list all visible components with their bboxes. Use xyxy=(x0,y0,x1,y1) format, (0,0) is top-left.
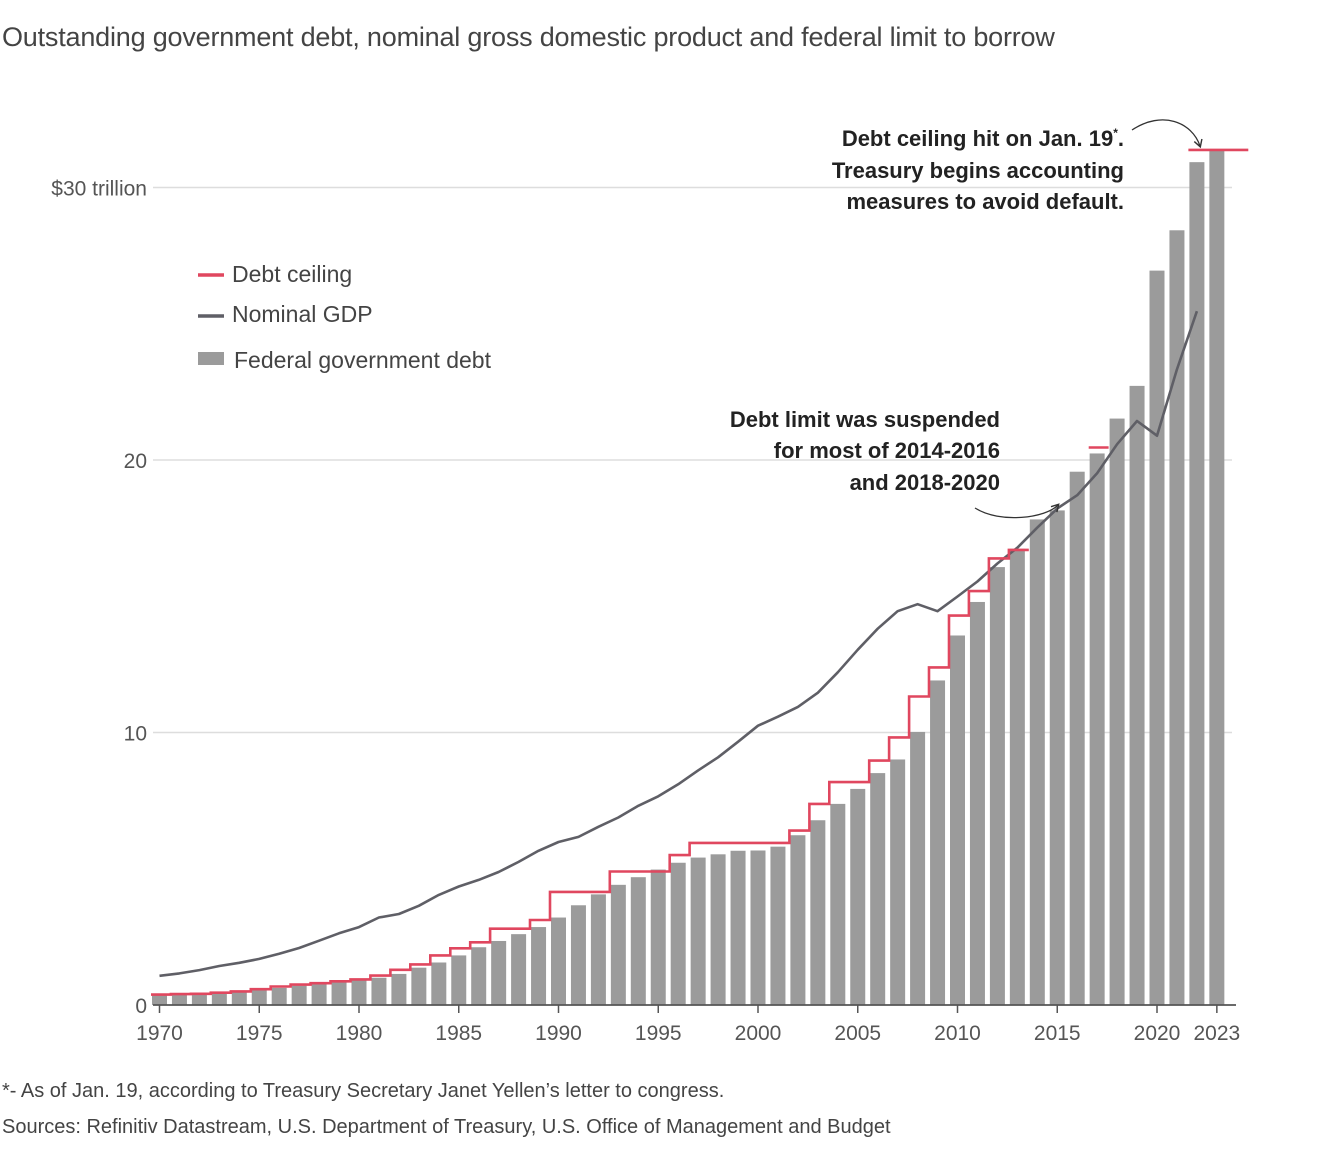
annotation-ceiling-line-1: Debt ceiling hit on Jan. 19*. xyxy=(842,126,1124,151)
debt-bar-1984 xyxy=(431,962,447,1005)
debt-ceiling-line-0 xyxy=(151,548,1029,996)
debt-bar-1985 xyxy=(451,955,467,1005)
x-tick-label-1975: 1975 xyxy=(236,1022,283,1045)
debt-bar-1996 xyxy=(670,862,686,1005)
debt-bar-2005 xyxy=(850,788,866,1005)
debt-bar-1972 xyxy=(191,993,207,1005)
debt-bar-1993 xyxy=(610,884,626,1005)
x-tick-label-1995: 1995 xyxy=(635,1022,682,1045)
x-tick-label-2005: 2005 xyxy=(834,1022,881,1045)
debt-bar-1994 xyxy=(630,877,646,1005)
y-tick-label-20: 20 xyxy=(124,450,147,473)
debt-bar-1983 xyxy=(411,967,427,1005)
x-tick-label-2015: 2015 xyxy=(1034,1022,1081,1045)
annotation-ceiling-line-2: Treasury begins accounting xyxy=(832,158,1124,183)
x-tick-label-2010: 2010 xyxy=(934,1022,981,1045)
debt-bar-2012 xyxy=(989,567,1005,1005)
debt-bar-2020 xyxy=(1149,270,1165,1005)
x-tick-label-2020: 2020 xyxy=(1134,1022,1181,1045)
debt-bar-1978 xyxy=(311,983,327,1005)
debt-bar-1988 xyxy=(511,934,527,1005)
annotation-ceiling-arrow xyxy=(1131,119,1203,149)
debt-bars xyxy=(152,149,1225,1006)
debt-bar-2004 xyxy=(830,803,846,1005)
debt-bar-2006 xyxy=(870,773,886,1005)
x-axis-ticks: 1970 1975 1980 1985 1990 1995 2000 2005 2010 2015… xyxy=(136,1005,1240,1045)
debt-bar-2009 xyxy=(930,680,946,1005)
annotation-suspended-line-1: Debt limit was suspended xyxy=(730,407,1000,432)
debt-bar-1974 xyxy=(231,991,247,1005)
debt-bar-1998 xyxy=(710,854,726,1005)
debt-bar-1995 xyxy=(650,869,666,1005)
chart-title: Outstanding government debt, nominal gro… xyxy=(2,22,1055,52)
annotation-ceiling-hit: Debt ceiling hit on Jan. 19*. Treasury b… xyxy=(832,119,1203,214)
debt-bar-1980 xyxy=(351,980,367,1005)
debt-bar-2001 xyxy=(770,846,786,1005)
debt-bar-2018 xyxy=(1109,418,1125,1006)
debt-bar-2016 xyxy=(1069,471,1085,1005)
debt-bar-1979 xyxy=(331,982,347,1005)
debt-bar-1990 xyxy=(551,917,566,1005)
debt-bar-2008 xyxy=(910,731,926,1005)
y-axis-ticks: $30 trillion 20 10 0 xyxy=(51,178,147,1019)
y-tick-label-30: $30 trillion xyxy=(51,178,147,201)
debt-bar-1997 xyxy=(690,857,706,1005)
gdp-line-group xyxy=(159,310,1199,978)
debt-bar-2021 xyxy=(1169,230,1185,1006)
annotation-suspended: Debt limit was suspended for most of 201… xyxy=(730,407,1060,519)
y-tick-label-0: 0 xyxy=(135,995,147,1018)
legend-swatch-federal-debt xyxy=(198,352,224,365)
debt-bar-2019 xyxy=(1129,385,1145,1005)
x-tick-label-1985: 1985 xyxy=(435,1022,482,1045)
debt-bar-2023 xyxy=(1209,149,1225,1006)
debt-bar-2014 xyxy=(1029,519,1045,1005)
debt-bar-1970 xyxy=(152,994,167,1005)
annotation-suspended-line-2: for most of 2014-2016 xyxy=(774,438,1000,463)
debt-bar-2010 xyxy=(950,635,965,1005)
debt-bar-2000 xyxy=(750,850,766,1005)
legend: Debt ceiling Nominal GDP Federal governm… xyxy=(198,261,492,373)
legend-label-nominal-gdp: Nominal GDP xyxy=(232,301,373,327)
debt-bar-1989 xyxy=(531,927,547,1005)
x-tick-label-2000: 2000 xyxy=(735,1022,782,1045)
debt-bar-2011 xyxy=(969,601,985,1005)
debt-bar-1981 xyxy=(371,977,387,1005)
sources: Sources: Refinitiv Datastream, U.S. Depa… xyxy=(2,1116,891,1138)
footnote: *- As of Jan. 19, according to Treasury … xyxy=(2,1080,725,1102)
debt-bar-1999 xyxy=(730,850,746,1005)
x-tick-label-1980: 1980 xyxy=(336,1022,383,1045)
debt-bar-1973 xyxy=(211,992,227,1005)
debt-bar-2015 xyxy=(1049,510,1065,1005)
debt-bar-1987 xyxy=(491,940,507,1005)
debt-bar-1971 xyxy=(171,993,187,1005)
annotation-suspended-arrow xyxy=(974,503,1060,519)
debt-ceiling-group xyxy=(151,148,1249,996)
annotation-ceiling-line-3: measures to avoid default. xyxy=(846,189,1124,214)
debt-bar-2003 xyxy=(810,820,826,1005)
debt-bar-1992 xyxy=(590,894,606,1005)
debt-bar-2002 xyxy=(790,835,806,1005)
debt-bar-2013 xyxy=(1009,548,1025,1005)
gdp-line xyxy=(159,310,1199,978)
debt-bar-1975 xyxy=(251,990,267,1005)
annotation-suspended-line-3: and 2018-2020 xyxy=(850,470,1000,495)
debt-bar-2022 xyxy=(1189,162,1205,1006)
debt-bar-1982 xyxy=(391,973,407,1005)
y-tick-label-10: 10 xyxy=(124,723,147,746)
debt-bar-2017 xyxy=(1089,453,1105,1006)
x-tick-label-1970: 1970 xyxy=(136,1022,183,1045)
debt-bar-2007 xyxy=(890,759,906,1005)
debt-bar-1986 xyxy=(471,947,487,1005)
debt-bar-1977 xyxy=(291,985,307,1005)
legend-label-debt-ceiling: Debt ceiling xyxy=(232,261,352,287)
legend-label-federal-debt: Federal government debt xyxy=(234,347,492,373)
debt-bar-1976 xyxy=(271,987,287,1005)
debt-bar-1991 xyxy=(570,905,586,1005)
x-tick-label-1990: 1990 xyxy=(535,1022,582,1045)
x-tick-label-2023: 2023 xyxy=(1193,1022,1240,1045)
